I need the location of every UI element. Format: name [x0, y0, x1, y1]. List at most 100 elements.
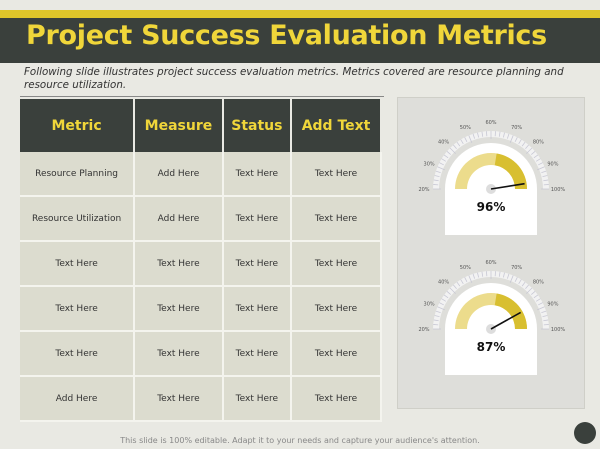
gauge-tick [531, 151, 536, 155]
table-cell: Text Here [291, 376, 382, 422]
gauge-tick [434, 175, 440, 178]
table-cell: Text Here [134, 286, 224, 332]
gauge-tick [453, 144, 457, 149]
gauge-tick [526, 147, 533, 154]
gauge-tick-label: 70% [511, 265, 522, 271]
gauge-tick [439, 162, 444, 166]
table-cell: Text Here [222, 331, 293, 377]
gauge-tick-label: 30% [424, 161, 435, 167]
table-cell: Text Here [134, 331, 224, 377]
table-cell: Text Here [222, 241, 293, 287]
gauge-value: 96% [477, 200, 506, 214]
column-header: Metric [20, 99, 136, 152]
gauge-tick [518, 279, 522, 285]
gauge-tick [435, 310, 441, 314]
gauge-tick [498, 131, 501, 137]
gauge-tick-label: 90% [547, 301, 558, 307]
gauge-tick [535, 298, 541, 302]
gauge-tick [456, 141, 461, 147]
column-header: Add Text [291, 99, 382, 152]
table-cell: Text Here [134, 241, 224, 287]
nav-circle[interactable] [574, 422, 596, 444]
table-cell: Text Here [222, 376, 293, 422]
gauge-tick-label: 20% [418, 187, 429, 193]
gauge-tick [525, 284, 529, 289]
gauge-tick [453, 284, 457, 289]
gauge-tick [477, 272, 480, 278]
gauge-tick [526, 287, 533, 294]
title-band [0, 18, 600, 63]
gauge-tick [498, 271, 501, 277]
divider [20, 96, 384, 97]
gauge-tick [538, 302, 543, 306]
gauge-tick [514, 137, 518, 142]
gauge-tick [518, 139, 522, 145]
gauge: 20% 30% 40% 50% 60% 70% 80% 90% 100% 87% [418, 260, 565, 375]
table-cell: Text Here [291, 241, 382, 287]
gauge-tick [542, 175, 548, 178]
table-cell: Text Here [222, 286, 293, 332]
gauge-panel: 20% 30% 40% 50% 60% 70% 80% 90% 100% 96% 20% 30% 40%… [397, 97, 585, 409]
gauge-tick [509, 135, 514, 143]
gauge-tick [533, 154, 539, 159]
gauge-tick [437, 306, 445, 311]
table-cell: Add Here [134, 196, 224, 242]
gauge-tick [481, 131, 484, 137]
gauge-tick [464, 277, 468, 282]
page-title: Project Success Evaluation Metrics [26, 20, 547, 51]
gauge-tick-label: 80% [533, 140, 544, 146]
table-cell: Text Here [222, 196, 293, 242]
table-cell: Resource Planning [20, 152, 136, 197]
gauge-tick [456, 281, 461, 287]
table-row: Text Here Text Here Text Here Text Here [20, 331, 382, 377]
gauge-tick [514, 277, 518, 282]
gauges: 20% 30% 40% 50% 60% 70% 80% 90% 100% 96% 20% 30% 40%… [418, 120, 565, 375]
gauge-tick-label: 60% [485, 120, 496, 126]
table-row: Text Here Text Here Text Here Text Here [20, 286, 382, 332]
gauge-tick [521, 281, 526, 287]
gauge-tick [449, 147, 456, 154]
metrics-table: Metric Measure Status Add Text Resource Plan… [20, 99, 382, 422]
column-header: Measure [134, 99, 224, 152]
gauge-tick-label: 60% [485, 260, 496, 266]
gauge-tick [464, 137, 468, 142]
gauge-tick [481, 271, 484, 277]
table-cell: Text Here [20, 331, 136, 377]
gauge-tick [543, 319, 549, 322]
table-cell: Add Here [20, 376, 136, 422]
gauge-tick-label: 80% [533, 280, 544, 286]
gauge-tick [525, 144, 529, 149]
gauge-tick [443, 154, 449, 159]
gauge-tick [537, 166, 545, 171]
table-row: Add Here Text Here Text Here Text Here [20, 376, 382, 422]
accent-stripe [0, 10, 600, 18]
gauge-tick [502, 272, 505, 278]
table-cell: Text Here [291, 152, 382, 197]
gauge-tick-label: 30% [424, 301, 435, 307]
gauge-tick [460, 139, 464, 145]
table-cell: Text Here [20, 241, 136, 287]
table-cell: Add Here [134, 152, 224, 197]
table-cell: Text Here [134, 376, 224, 422]
table-cell: Text Here [222, 152, 293, 197]
gauge-tick [449, 287, 456, 294]
footer-text: This slide is 100% editable. Adapt it to… [120, 436, 480, 445]
gauge-needle [490, 311, 522, 330]
gauge-tick [433, 179, 439, 182]
gauge-tick [521, 141, 526, 147]
gauge-tick-label: 50% [460, 265, 471, 271]
gauge-tick [506, 273, 510, 279]
gauge-tick [538, 162, 543, 166]
gauge-tick [506, 133, 510, 139]
gauge-tick-label: 100% [551, 327, 566, 333]
description: Following slide illustrates project succ… [24, 66, 564, 91]
gauge-tick [472, 133, 476, 139]
gauge-tick [468, 135, 473, 143]
table-cell: Resource Utilization [20, 196, 136, 242]
gauge-tick [542, 315, 548, 318]
gauge-tick [533, 294, 539, 299]
table-row: Resource Utilization Add Here Text Here Tex… [20, 196, 382, 242]
gauge-tick [433, 319, 439, 322]
gauge-tick [434, 315, 440, 318]
gauge-tick [535, 158, 541, 162]
